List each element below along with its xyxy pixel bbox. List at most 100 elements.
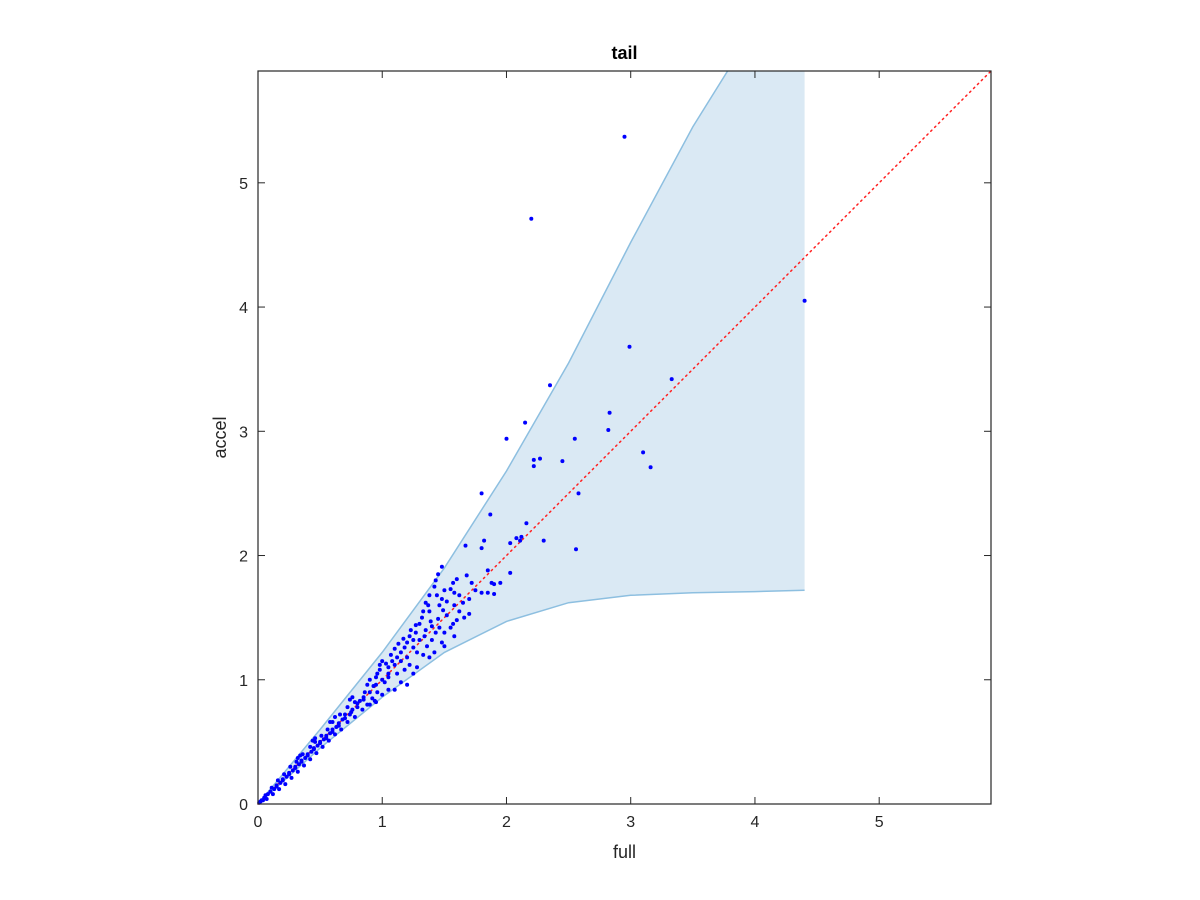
data-point (395, 671, 400, 676)
data-point (386, 675, 391, 680)
data-point (669, 377, 674, 382)
data-points (257, 134, 807, 805)
data-point (343, 716, 347, 721)
data-point (508, 541, 513, 546)
data-point (264, 797, 269, 801)
data-point (318, 741, 323, 746)
data-point (574, 547, 578, 552)
data-point (386, 687, 391, 692)
data-point (275, 778, 280, 783)
data-point (339, 727, 344, 732)
data-point (462, 615, 467, 620)
data-point (429, 638, 434, 642)
data-point (308, 744, 313, 749)
data-point (349, 710, 354, 715)
data-point (299, 759, 304, 764)
data-point (326, 738, 331, 743)
x-tick-label: 3 (626, 814, 635, 831)
data-point (320, 744, 325, 749)
data-point (390, 659, 395, 664)
data-point (297, 762, 301, 767)
data-point (396, 641, 401, 646)
data-point (802, 298, 807, 303)
y-tick-label: 0 (239, 797, 248, 814)
data-point (531, 464, 536, 469)
data-point (454, 618, 459, 623)
data-point (298, 753, 303, 758)
band-lower-edge (257, 589, 805, 805)
data-point (437, 625, 442, 630)
data-point (519, 534, 524, 539)
data-point (374, 682, 378, 687)
data-point (560, 459, 565, 464)
data-point (607, 410, 612, 415)
data-point (439, 597, 444, 601)
data-point (415, 665, 419, 670)
data-point (392, 687, 397, 692)
data-point (407, 662, 412, 667)
data-point (398, 659, 403, 664)
data-point (432, 650, 437, 655)
data-point (482, 538, 487, 543)
data-point (270, 792, 275, 797)
data-point (310, 738, 315, 743)
data-point (398, 650, 403, 655)
data-point (408, 628, 413, 633)
data-point (338, 712, 342, 717)
data-point (370, 696, 375, 701)
data-point (452, 590, 457, 595)
x-tick-label: 1 (378, 814, 387, 831)
data-point (411, 638, 416, 642)
data-point (367, 702, 372, 707)
data-point (426, 603, 431, 608)
data-point (380, 677, 385, 682)
data-point (290, 768, 295, 773)
data-point (374, 675, 378, 680)
data-point (428, 619, 433, 624)
data-point (384, 661, 388, 666)
data-point (268, 789, 273, 794)
data-point (422, 634, 427, 639)
data-point (355, 705, 360, 710)
data-point (421, 609, 426, 614)
data-point (367, 690, 372, 695)
data-point (392, 662, 397, 667)
data-point (514, 536, 519, 541)
data-point (622, 134, 627, 139)
data-point (330, 729, 335, 734)
data-point (442, 644, 447, 649)
data-point (437, 603, 442, 608)
data-point (269, 785, 274, 790)
x-tick-label: 5 (875, 814, 884, 831)
data-point (392, 646, 397, 651)
data-point (461, 600, 465, 605)
data-point (357, 698, 362, 703)
y-tick-label: 5 (239, 176, 248, 193)
data-point (523, 420, 528, 425)
data-point (405, 640, 410, 645)
data-point (441, 608, 446, 613)
data-point (395, 655, 400, 660)
data-point (375, 690, 380, 695)
data-point (372, 698, 377, 703)
data-point (473, 588, 478, 593)
data-point (529, 216, 534, 221)
data-point (352, 715, 357, 719)
data-point (350, 695, 355, 700)
data-point (388, 652, 393, 657)
data-point (288, 764, 293, 769)
data-point (377, 662, 382, 667)
data-point (314, 751, 319, 756)
data-point (278, 780, 283, 785)
y-tick-label: 1 (239, 673, 248, 690)
data-point (421, 652, 426, 657)
y-tick-label: 3 (239, 424, 248, 441)
data-point (319, 733, 324, 738)
data-point (336, 723, 341, 728)
data-point (417, 638, 422, 642)
data-point (386, 671, 391, 676)
data-point (377, 667, 382, 672)
data-point (457, 593, 462, 598)
y-tick-label: 2 (239, 549, 248, 566)
